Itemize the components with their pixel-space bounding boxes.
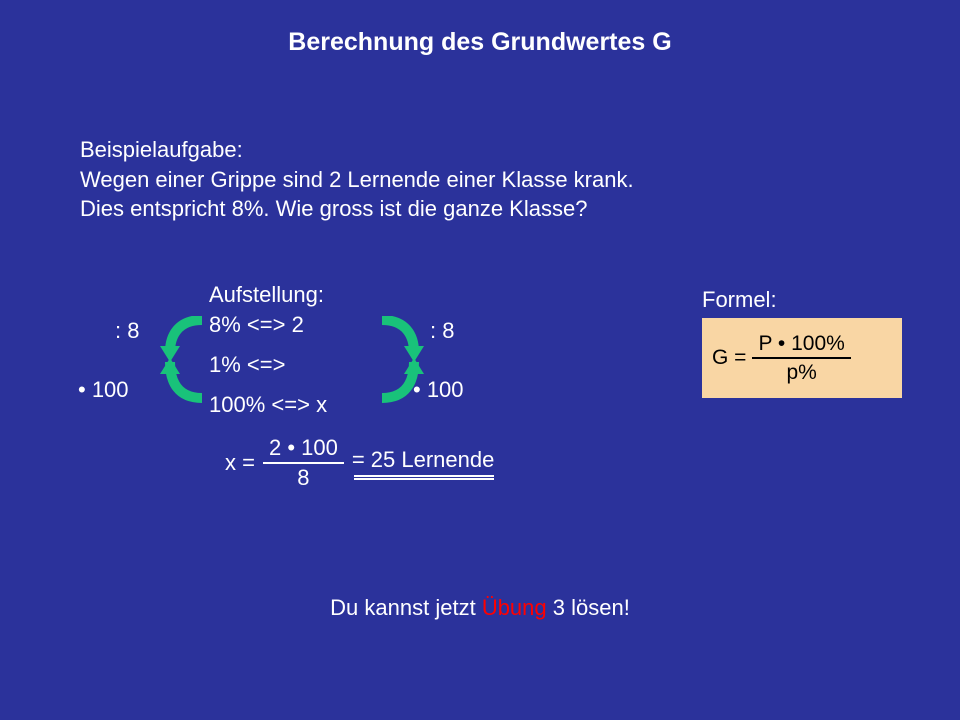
double-underline-icon [354, 475, 494, 480]
bottom-after: 3 lösen! [547, 595, 630, 620]
problem-line-1: Beispielaufgabe: [80, 137, 243, 162]
formel-lhs: G = [712, 346, 746, 370]
calc-result: = 25 Lernende [352, 447, 495, 473]
row2-rel: <=> [247, 352, 286, 377]
calc-denominator: 8 [291, 464, 315, 490]
x-equals-label: x = [225, 450, 255, 476]
row3-right: x [316, 392, 327, 417]
formel-box: G = P • 100% p% [702, 318, 902, 398]
row1-right: 2 [292, 312, 304, 337]
formel-fraction: P • 100% p% [752, 332, 850, 384]
problem-text: Beispielaufgabe: Wegen einer Grippe sind… [80, 135, 900, 224]
calculation-row: x = 2 • 100 8 = 25 Lernende [225, 436, 494, 490]
left-annotation-bottom: • 100 [78, 377, 129, 403]
calc-numerator: 2 • 100 [263, 436, 344, 462]
left-annotation-top: : 8 [115, 318, 139, 344]
row3-left: 100% [209, 392, 265, 417]
aufstellung-row-3: 100% <=> x [209, 392, 327, 418]
aufstellung-row-1: 8% <=> 2 [209, 312, 304, 338]
row3-rel: <=> [271, 392, 310, 417]
bottom-highlight: Übung [482, 595, 547, 620]
row1-left: 8% [209, 312, 241, 337]
problem-line-3: Dies entspricht 8%. Wie gross ist die ga… [80, 196, 587, 221]
problem-line-2: Wegen einer Grippe sind 2 Lernende einer… [80, 167, 634, 192]
formel-denominator: p% [780, 359, 822, 384]
calc-fraction: 2 • 100 8 [263, 436, 344, 490]
aufstellung-row-2: 1% <=> [209, 352, 285, 378]
arrow-right-bottom-icon [376, 358, 426, 404]
aufstellung-label: Aufstellung: [209, 282, 324, 308]
row1-rel: <=> [247, 312, 286, 337]
arrow-left-top-icon [158, 316, 208, 362]
formel-numerator: P • 100% [752, 332, 850, 357]
arrow-left-bottom-icon [158, 358, 208, 404]
bottom-before: Du kannst jetzt [330, 595, 482, 620]
page-title: Berechnung des Grundwertes G [0, 28, 960, 57]
row2-left: 1% [209, 352, 241, 377]
formel-label: Formel: [702, 287, 777, 313]
bottom-hint: Du kannst jetzt Übung 3 lösen! [0, 595, 960, 621]
right-annotation-top: : 8 [430, 318, 454, 344]
arrow-right-top-icon [376, 316, 426, 362]
